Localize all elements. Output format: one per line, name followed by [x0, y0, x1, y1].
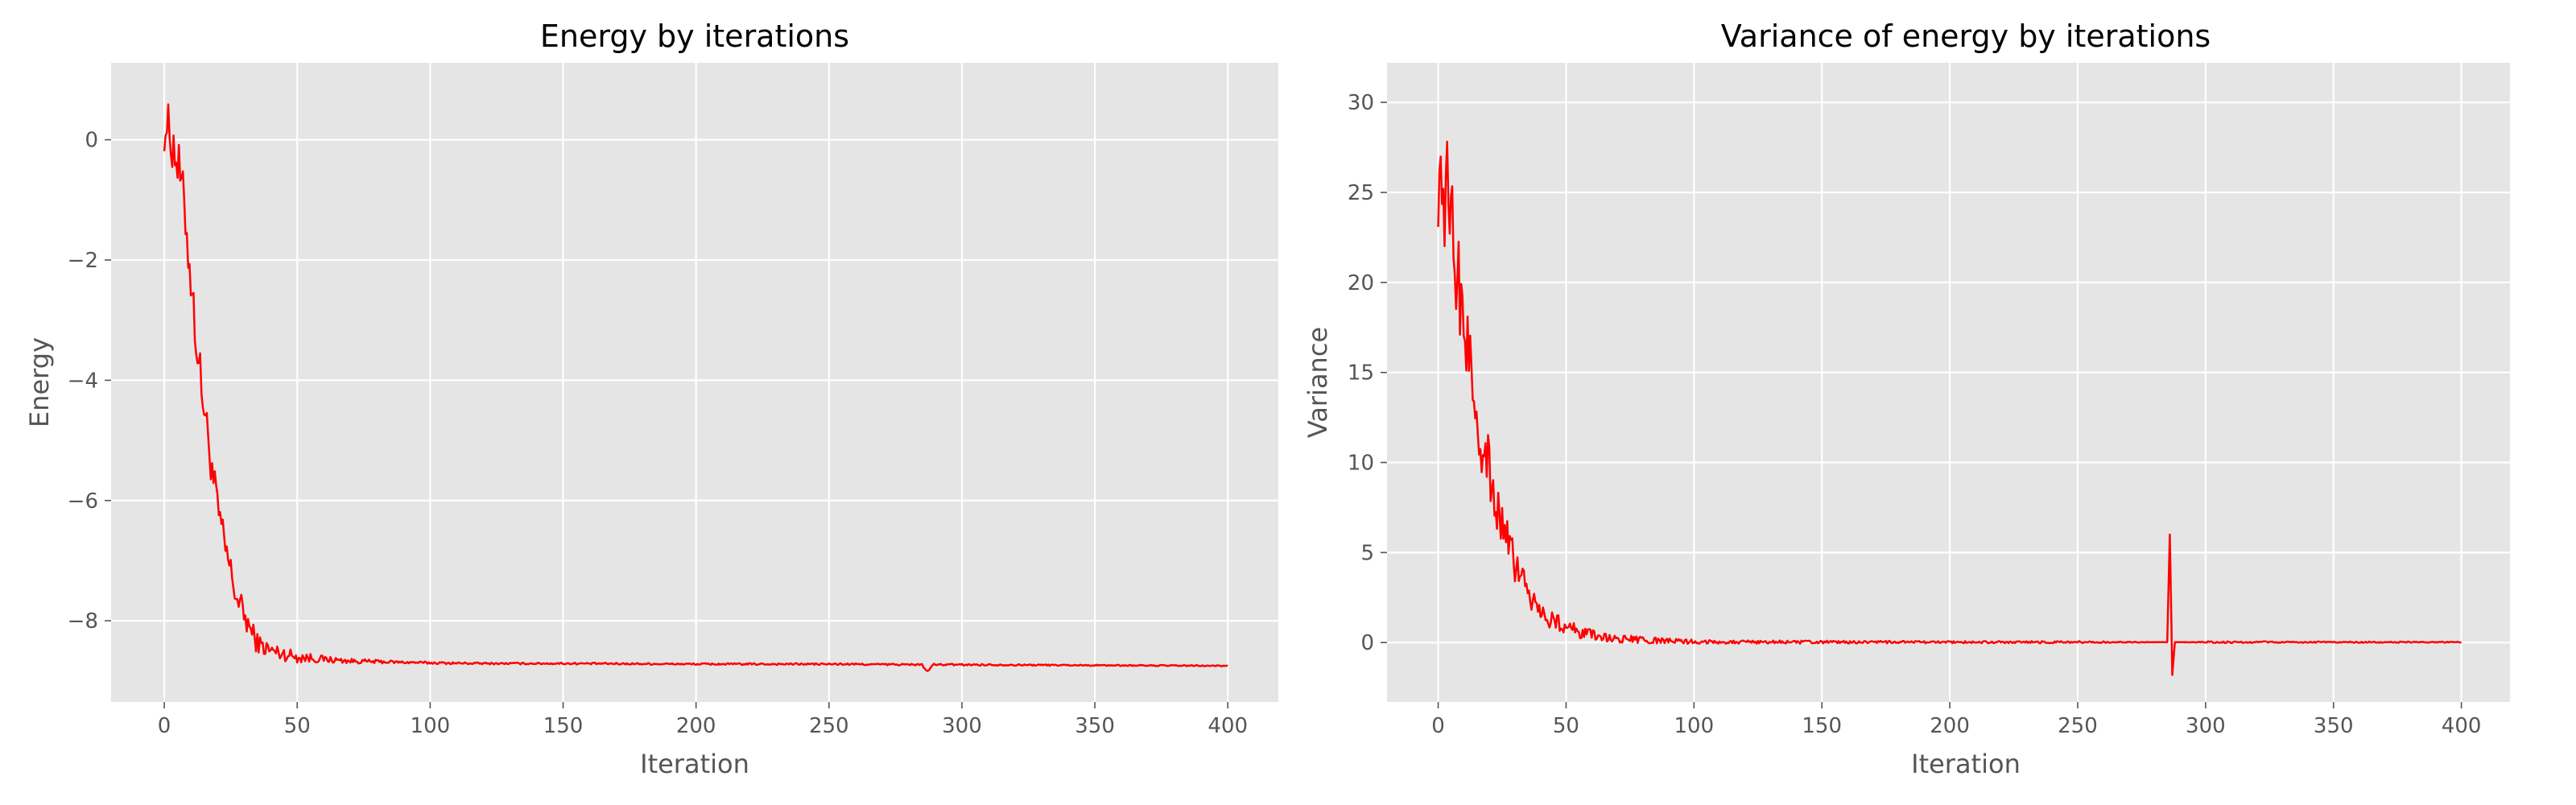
variance-x-tick-label: 0 — [1431, 714, 1445, 738]
energy-x-axis-label: Iteration — [640, 749, 749, 779]
energy-x-tick-label: 150 — [543, 714, 584, 738]
energy-x-tick-label: 300 — [942, 714, 982, 738]
variance-y-tick-label: 15 — [1348, 361, 1374, 386]
variance-x-tick-label: 50 — [1553, 714, 1579, 738]
variance-x-tick-label: 400 — [2442, 714, 2482, 738]
energy-chart: 0 50 100 150 200 250 300 350 400 0 −2 −4 −6 −8 Energ… — [24, 19, 1278, 779]
energy-x-tick-label: 350 — [1075, 714, 1115, 738]
energy-x-gridlines — [163, 63, 1229, 702]
variance-y-axis-label: Variance — [1302, 327, 1333, 438]
energy-y-gridlines — [111, 138, 1278, 622]
energy-x-ticks: 0 50 100 150 200 250 300 350 400 — [158, 702, 1248, 738]
energy-plot-background — [111, 63, 1278, 702]
variance-x-tick-label: 200 — [1930, 714, 1970, 738]
variance-series-line — [1437, 140, 2462, 676]
variance-x-tick-label: 150 — [1802, 714, 1842, 738]
variance-x-ticks: 0 50 100 150 200 250 300 350 400 — [1431, 702, 2481, 738]
energy-y-axis-label: Energy — [24, 337, 55, 427]
energy-y-tick-label: 0 — [85, 129, 98, 153]
energy-x-tick-label: 0 — [158, 714, 171, 738]
energy-y-ticks: 0 −2 −4 −6 −8 — [68, 129, 111, 634]
energy-y-tick-label: −8 — [68, 609, 98, 634]
variance-y-tick-label: 0 — [1360, 631, 1374, 655]
energy-x-tick-label: 250 — [809, 714, 849, 738]
energy-x-tick-label: 50 — [284, 714, 311, 738]
variance-x-axis-label: Iteration — [1911, 749, 2021, 779]
energy-series-line — [163, 103, 1228, 672]
energy-x-tick-label: 100 — [411, 714, 451, 738]
energy-x-tick-label: 200 — [676, 714, 716, 738]
variance-chart: 0 50 100 150 200 250 300 350 400 0 5 10 15 20 25 30 Va… — [1302, 19, 2510, 779]
variance-y-tick-label: 25 — [1348, 181, 1374, 205]
variance-plot-background — [1387, 63, 2510, 702]
energy-chart-title: Energy by iterations — [540, 19, 849, 54]
variance-y-tick-label: 20 — [1348, 271, 1374, 295]
variance-x-gridlines — [1437, 63, 2462, 702]
variance-y-tick-label: 30 — [1348, 91, 1374, 115]
variance-y-tick-label: 5 — [1360, 541, 1374, 565]
energy-y-tick-label: −2 — [68, 249, 98, 273]
variance-x-tick-label: 300 — [2186, 714, 2226, 738]
energy-y-tick-label: −6 — [68, 489, 98, 514]
variance-x-tick-label: 100 — [1674, 714, 1715, 738]
variance-y-tick-label: 10 — [1348, 452, 1374, 476]
variance-x-tick-label: 350 — [2314, 714, 2354, 738]
energy-y-tick-label: −4 — [68, 369, 98, 393]
variance-x-tick-label: 250 — [2058, 714, 2098, 738]
energy-x-tick-label: 400 — [1208, 714, 1248, 738]
variance-chart-title: Variance of energy by iterations — [1721, 19, 2211, 54]
variance-y-ticks: 0 5 10 15 20 25 30 — [1348, 91, 1387, 655]
